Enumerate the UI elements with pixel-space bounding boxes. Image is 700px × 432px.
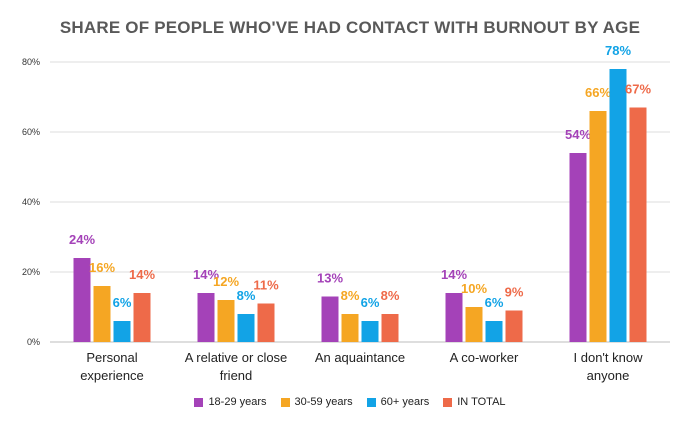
bar [445, 293, 463, 342]
y-tick-label: 60% [22, 127, 40, 137]
data-label: 10% [461, 281, 487, 296]
chart-title: SHARE OF PEOPLE WHO'VE HAD CONTACT WITH … [59, 18, 641, 37]
legend-item: IN TOTAL [443, 396, 506, 408]
bar [321, 296, 339, 342]
legend-label: 30-59 years [294, 396, 353, 408]
bar [629, 107, 647, 342]
legend-item: 18-29 years [194, 396, 267, 408]
data-label: 24% [69, 232, 95, 247]
data-label: 67% [625, 82, 651, 97]
data-label: 13% [317, 271, 343, 286]
bar [113, 321, 131, 342]
y-tick-label: 40% [22, 197, 40, 207]
category-label: A co-worker [450, 350, 519, 365]
data-label: 16% [89, 260, 115, 275]
legend-label: IN TOTAL [457, 396, 506, 408]
bar [217, 300, 235, 342]
data-label: 6% [361, 295, 380, 310]
data-label: 11% [253, 278, 279, 293]
bar [465, 307, 483, 342]
bar [569, 153, 587, 342]
bar [257, 303, 275, 342]
legend-swatch [194, 397, 204, 407]
bar [341, 314, 359, 342]
category-label: Personal [86, 350, 137, 365]
data-label: 9% [505, 285, 524, 300]
category-label: I don't know [574, 350, 644, 365]
bar [589, 111, 607, 342]
data-label: 78% [605, 43, 631, 58]
category-label: friend [220, 368, 253, 383]
y-tick-label: 80% [22, 57, 40, 67]
legend-item: 30-59 years [280, 396, 353, 408]
legend-label: 18-29 years [208, 396, 267, 408]
bar [197, 293, 215, 342]
data-label: 14% [441, 267, 467, 282]
legend-item: 60+ years [366, 396, 430, 408]
bar [485, 321, 503, 342]
data-label: 54% [565, 127, 591, 142]
data-label: 12% [213, 274, 239, 289]
data-label: 14% [129, 267, 155, 282]
category-label: A relative or close [185, 350, 288, 365]
data-label: 14% [193, 267, 219, 282]
bar [73, 258, 91, 342]
data-label: 8% [237, 288, 256, 303]
data-label: 6% [113, 295, 132, 310]
data-label: 8% [341, 288, 360, 303]
data-label: 8% [381, 288, 400, 303]
y-tick-label: 20% [22, 267, 40, 277]
category-label: An aquaintance [315, 350, 405, 365]
bar [505, 310, 523, 342]
data-label: 6% [485, 295, 504, 310]
category-label: anyone [587, 368, 630, 383]
y-tick-label: 0% [27, 337, 40, 347]
legend: 18-29 years 30-59 years 60+ years IN TOTAL [0, 396, 700, 408]
legend-swatch [280, 397, 290, 407]
legend-swatch [443, 397, 453, 407]
bar [361, 321, 379, 342]
legend-swatch [366, 397, 376, 407]
bar [237, 314, 255, 342]
bar [93, 286, 111, 342]
bar [609, 69, 627, 342]
category-label: experience [80, 368, 144, 383]
bar [133, 293, 151, 342]
bar [381, 314, 399, 342]
legend-label: 60+ years [380, 396, 430, 408]
data-label: 66% [585, 85, 611, 100]
